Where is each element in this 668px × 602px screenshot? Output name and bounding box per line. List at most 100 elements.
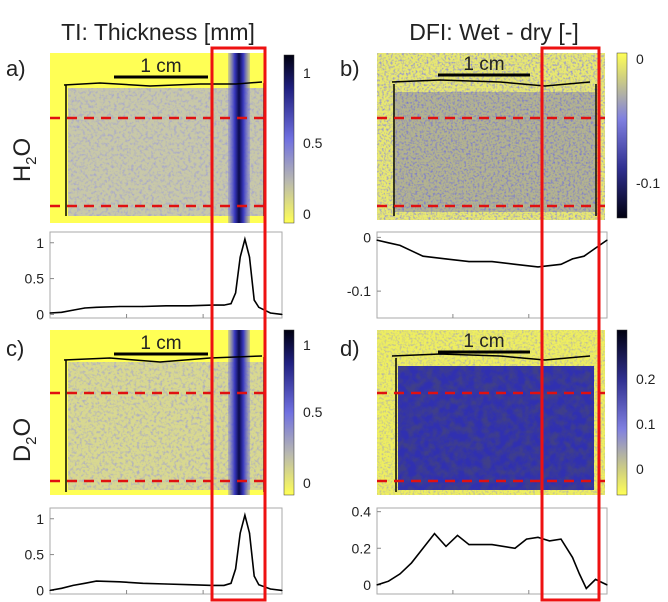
profile-point xyxy=(548,540,551,542)
profile-point xyxy=(525,538,528,540)
panel-a-colorbar: 1 0.5 0 xyxy=(283,54,323,224)
profile-point xyxy=(410,250,413,252)
panel-letter-c: c) xyxy=(6,336,24,361)
profile-point xyxy=(269,588,271,590)
profile-point xyxy=(95,306,97,308)
profile-point xyxy=(578,573,581,575)
profile-point xyxy=(165,583,167,585)
profile-c: 00.51 xyxy=(25,507,283,598)
y-tick-label: 0 xyxy=(363,229,371,245)
profile-point xyxy=(258,306,260,308)
profile-point xyxy=(119,581,121,583)
cb-c-tick-1: 1 xyxy=(303,337,311,353)
profile-point xyxy=(49,312,51,314)
profile-point xyxy=(399,573,401,575)
profile-point xyxy=(49,589,51,592)
profile-point xyxy=(281,589,283,592)
profile-point xyxy=(399,244,401,247)
row-label-h2o: H2O xyxy=(9,138,40,182)
profile-line xyxy=(49,512,283,592)
profile-line xyxy=(49,236,283,316)
cb-d-tick-0: 0 xyxy=(636,461,644,477)
panel-a-heatmap: 1 cm a) xyxy=(6,53,266,223)
profile-point xyxy=(223,304,225,306)
profile-point xyxy=(514,547,516,549)
profile-point xyxy=(269,312,271,314)
profile-point xyxy=(119,305,121,308)
panel-b-heatmap: 1 cm b) xyxy=(340,53,605,220)
profile-b: 0 -0.1 xyxy=(347,229,608,319)
profile-point xyxy=(239,256,241,258)
profile-point xyxy=(456,534,459,537)
profile-point xyxy=(95,580,97,582)
profile-point xyxy=(188,584,190,586)
profile-point xyxy=(244,238,246,240)
profile-point xyxy=(235,292,237,294)
profile-point xyxy=(230,303,232,305)
profile-point xyxy=(491,260,493,263)
scale-bar-label-b: 1 cm xyxy=(463,54,504,75)
profile-point xyxy=(583,255,585,257)
profile-point xyxy=(537,266,539,268)
cb-c-tick-0: 0 xyxy=(303,475,311,491)
panel-c-colorbar: 1 0.5 0 xyxy=(283,329,323,496)
profile-point xyxy=(594,578,597,580)
y-tick-label: 0 xyxy=(36,306,44,322)
scale-bar-label-c: 1 cm xyxy=(140,333,181,354)
panel-letter-d: d) xyxy=(340,336,360,361)
profile-point xyxy=(253,575,255,577)
profile-axes-box xyxy=(49,507,283,595)
profile-line xyxy=(376,532,608,590)
profile-point xyxy=(248,532,251,534)
profile-point xyxy=(72,309,74,311)
cb-a-tick-1: 1 xyxy=(303,65,311,81)
profile-point xyxy=(606,239,608,241)
profile-point xyxy=(142,305,144,308)
profile-point xyxy=(72,584,74,587)
panel-d-heatmap: 1 cm d) xyxy=(340,330,605,495)
profile-point xyxy=(61,587,63,589)
highlight-box-right xyxy=(540,46,601,602)
title-left: TI: Thickness [mm] xyxy=(61,19,255,45)
profile-point xyxy=(223,584,225,587)
cb-b-tick-0: 0 xyxy=(636,51,644,67)
cb-a-tick-0: 0 xyxy=(303,206,311,222)
profile-point xyxy=(84,307,86,309)
panel-c-heatmap: 1 cm c) xyxy=(6,330,266,495)
profile-point xyxy=(188,305,190,307)
profile-d: 0 0.2 0.4 xyxy=(352,504,608,595)
profile-point xyxy=(571,258,574,260)
profile-point xyxy=(248,256,251,258)
profile-point xyxy=(585,587,587,590)
scale-bar-label-a: 1 cm xyxy=(140,56,181,77)
profile-point xyxy=(422,255,424,257)
panel-d-colorbar: 0.2 0.1 0 xyxy=(616,329,656,496)
profile-point xyxy=(468,543,470,546)
y-tick-label: 0 xyxy=(36,582,44,598)
profile-point xyxy=(560,263,562,265)
profile-point xyxy=(410,562,413,564)
cb-b-tick-m01: -0.1 xyxy=(636,175,660,191)
profile-axes-box xyxy=(376,231,608,319)
panel-b-colorbar: 0 -0.1 xyxy=(616,51,660,219)
cb-d-tick-02: 0.2 xyxy=(636,371,656,387)
panel-letter-b: b) xyxy=(340,56,360,81)
y-tick-label: 1 xyxy=(36,235,44,251)
profile-a: 00.51 xyxy=(25,231,283,322)
profile-point xyxy=(142,582,144,584)
profile-point xyxy=(468,260,470,263)
profile-point xyxy=(84,582,86,584)
profile-point xyxy=(445,258,447,260)
profile-point xyxy=(387,580,390,582)
y-tick-label: -0.1 xyxy=(347,283,371,299)
profile-point xyxy=(387,242,390,244)
svg-text:D2O: D2O xyxy=(9,418,40,462)
y-tick-label: 0.5 xyxy=(25,271,45,287)
title-right: DFI: Wet - dry [-] xyxy=(409,19,579,45)
highlight-box-left xyxy=(210,46,267,602)
profile-point xyxy=(422,547,424,549)
y-tick-label: 0 xyxy=(363,577,371,593)
profile-point xyxy=(244,514,246,516)
profile-point xyxy=(258,584,260,586)
